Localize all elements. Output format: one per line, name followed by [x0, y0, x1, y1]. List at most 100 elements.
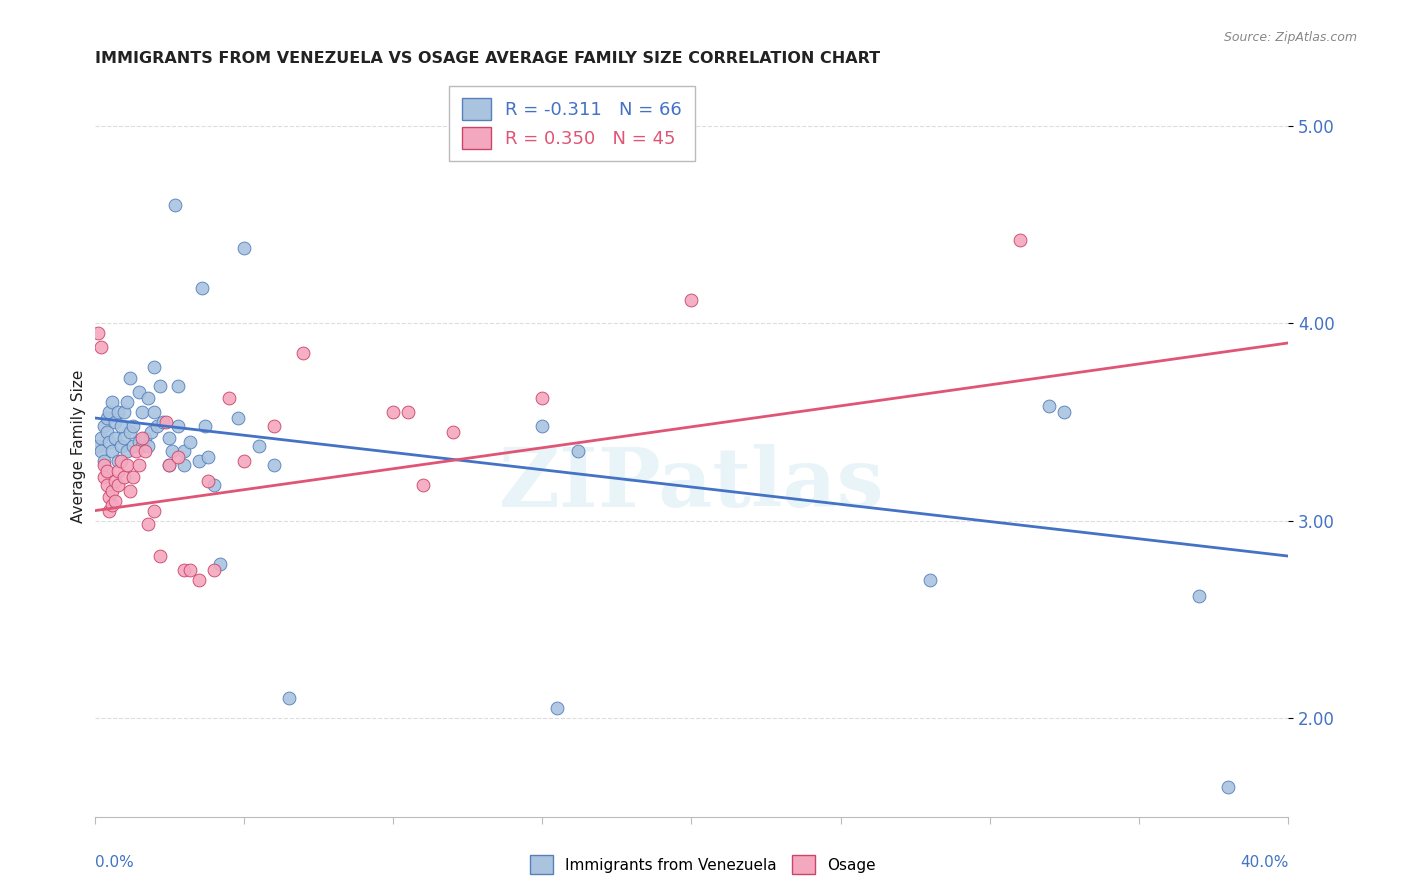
Y-axis label: Average Family Size: Average Family Size [72, 370, 86, 524]
Point [157, 458, 180, 473]
Point [120, 425, 142, 439]
Point [128, 434, 150, 449]
Point [1038, 399, 1060, 413]
Point [155, 415, 177, 429]
Point [681, 293, 703, 307]
Point [101, 498, 124, 512]
Point [167, 418, 190, 433]
Point [157, 431, 180, 445]
Point [117, 444, 139, 458]
Point [107, 464, 129, 478]
Point [122, 439, 145, 453]
Legend: R = -0.311   N = 66, R = 0.350   N = 45: R = -0.311 N = 66, R = 0.350 N = 45 [450, 86, 695, 161]
Point [152, 415, 174, 429]
Legend: Immigrants from Venezuela, Osage: Immigrants from Venezuela, Osage [524, 849, 882, 880]
Point [263, 458, 285, 473]
Text: Source: ZipAtlas.com: Source: ZipAtlas.com [1223, 31, 1357, 45]
Point [98, 434, 121, 449]
Point [134, 431, 156, 445]
Point [173, 444, 195, 458]
Point [93, 470, 115, 484]
Point [1053, 405, 1076, 419]
Point [104, 474, 127, 488]
Point [93, 458, 115, 473]
Point [101, 444, 124, 458]
Text: 0.0%: 0.0% [94, 855, 134, 871]
Point [149, 379, 172, 393]
Point [143, 504, 166, 518]
Point [96, 478, 118, 492]
Point [112, 431, 135, 445]
Point [101, 395, 124, 409]
Point [1218, 780, 1240, 794]
Point [86, 326, 108, 340]
Point [157, 458, 180, 473]
Point [101, 483, 124, 498]
Point [120, 371, 142, 385]
Point [167, 379, 190, 393]
Point [531, 418, 554, 433]
Point [117, 458, 139, 473]
Point [98, 490, 121, 504]
Point [110, 439, 132, 453]
Point [122, 418, 145, 433]
Point [122, 470, 145, 484]
Point [247, 439, 270, 453]
Point [567, 444, 589, 458]
Point [134, 444, 156, 458]
Point [117, 395, 139, 409]
Point [208, 557, 231, 571]
Point [104, 493, 127, 508]
Point [96, 411, 118, 425]
Point [90, 431, 112, 445]
Point [165, 198, 187, 212]
Point [104, 431, 127, 445]
Point [98, 405, 121, 419]
Point [90, 444, 112, 458]
Point [86, 439, 108, 453]
Point [167, 450, 190, 465]
Point [396, 405, 419, 419]
Point [125, 444, 148, 458]
Point [136, 439, 159, 453]
Point [226, 411, 249, 425]
Point [112, 470, 135, 484]
Point [197, 474, 219, 488]
Point [160, 444, 183, 458]
Point [194, 418, 217, 433]
Point [277, 691, 299, 706]
Point [136, 391, 159, 405]
Point [128, 458, 150, 473]
Point [197, 450, 219, 465]
Point [96, 464, 118, 478]
Point [131, 431, 153, 445]
Point [1008, 233, 1031, 247]
Point [173, 563, 195, 577]
Point [232, 241, 254, 255]
Point [188, 573, 211, 587]
Point [143, 405, 166, 419]
Point [98, 504, 121, 518]
Point [141, 425, 163, 439]
Point [93, 418, 115, 433]
Point [191, 281, 214, 295]
Point [96, 425, 118, 439]
Point [131, 439, 153, 453]
Point [136, 517, 159, 532]
Point [546, 701, 568, 715]
Point [146, 418, 169, 433]
Point [920, 573, 942, 587]
Point [441, 425, 464, 439]
Text: ZIPatlas: ZIPatlas [499, 443, 884, 524]
Point [107, 405, 129, 419]
Point [381, 405, 404, 419]
Point [107, 478, 129, 492]
Point [107, 454, 129, 468]
Text: IMMIGRANTS FROM VENEZUELA VS OSAGE AVERAGE FAMILY SIZE CORRELATION CHART: IMMIGRANTS FROM VENEZUELA VS OSAGE AVERA… [94, 51, 880, 66]
Point [412, 478, 434, 492]
Point [1188, 589, 1211, 603]
Point [202, 478, 225, 492]
Point [128, 385, 150, 400]
Point [173, 458, 195, 473]
Point [93, 454, 115, 468]
